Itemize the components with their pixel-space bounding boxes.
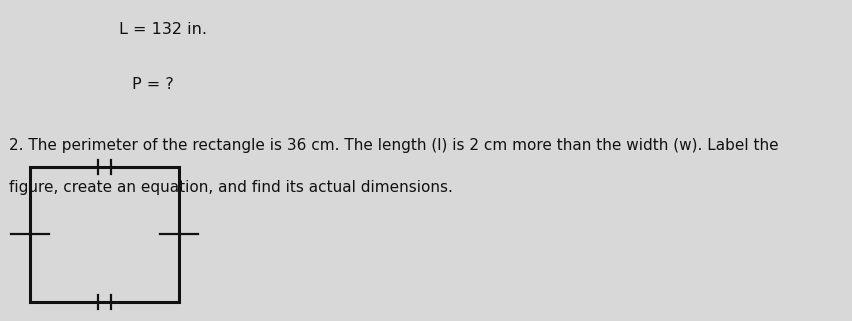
Text: L = 132 in.: L = 132 in. — [119, 22, 207, 38]
Bar — [30, 167, 179, 302]
Text: 2. The perimeter of the rectangle is 36 cm. The length (l) is 2 cm more than the: 2. The perimeter of the rectangle is 36 … — [9, 138, 778, 153]
Text: P = ?: P = ? — [132, 77, 174, 92]
Text: figure, create an equation, and find its actual dimensions.: figure, create an equation, and find its… — [9, 180, 452, 195]
